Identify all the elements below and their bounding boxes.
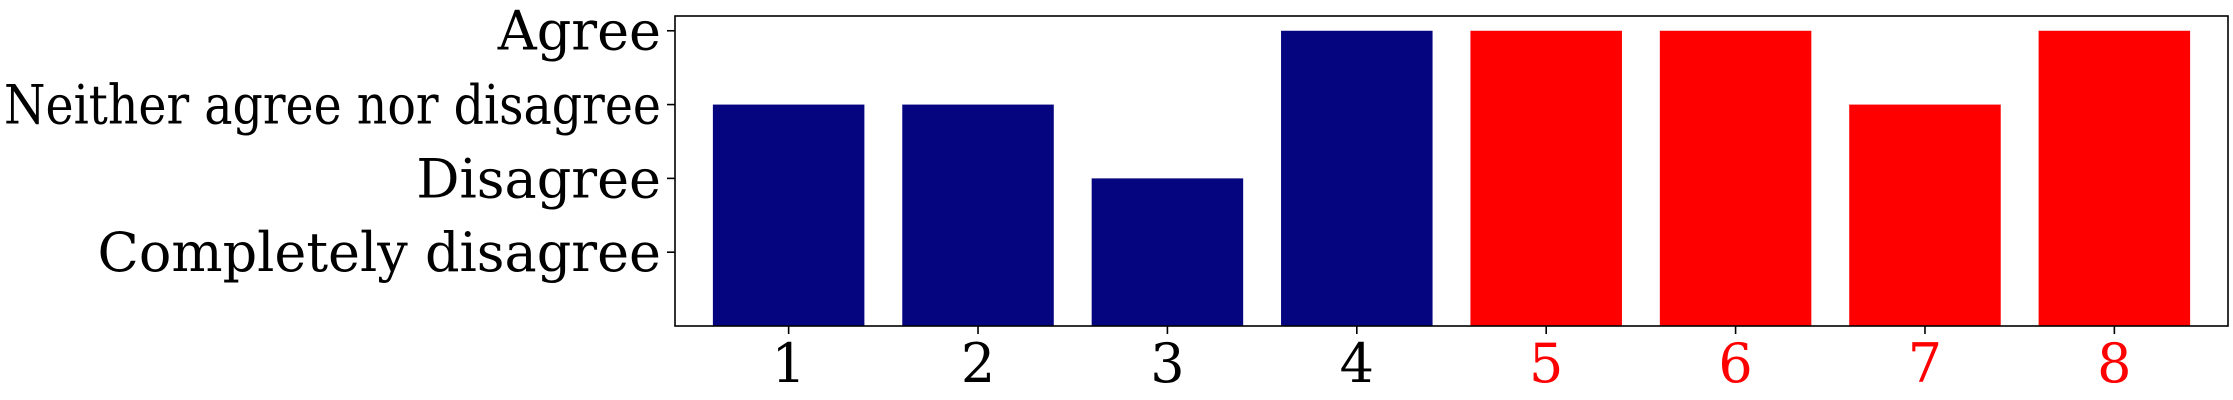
y-axis: Completely disagree Disagree Neither agree… — [4, 0, 675, 284]
bar-7 — [1849, 104, 2001, 326]
y-tick-label-1: Completely disagree — [98, 221, 661, 284]
bars-group — [712, 30, 2191, 327]
bar-5 — [1470, 30, 1622, 327]
x-tick-label-4: 4 — [1340, 332, 1374, 395]
bar-4 — [1281, 30, 1433, 327]
bar-3 — [1091, 178, 1244, 326]
y-tick-label-4: Agree — [497, 0, 661, 63]
x-tick-label-6: 6 — [1718, 332, 1752, 395]
y-tick-label-3: Neither agree nor disagree — [4, 73, 661, 136]
x-tick-label-7: 7 — [1908, 332, 1942, 395]
plot-frame — [674, 15, 2229, 327]
bar-1 — [712, 104, 865, 326]
x-axis: 1 2 3 4 5 6 7 8 — [771, 326, 2132, 395]
bar-8 — [2038, 30, 2191, 327]
x-tick-label-8: 8 — [2097, 332, 2131, 395]
y-tick-label-2: Disagree — [416, 147, 661, 210]
x-tick-label-1: 1 — [771, 332, 805, 395]
bar-6 — [1659, 30, 1812, 327]
x-tick-label-2: 2 — [961, 332, 995, 395]
x-tick-label-3: 3 — [1150, 332, 1184, 395]
bar-2 — [902, 104, 1054, 326]
x-tick-label-5: 5 — [1529, 332, 1563, 395]
